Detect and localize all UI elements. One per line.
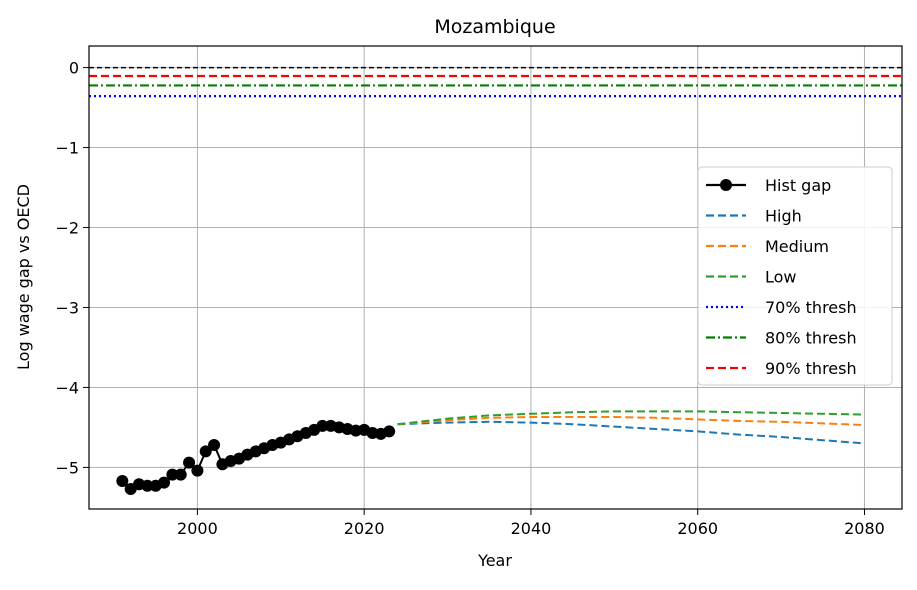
hist-gap-point	[199, 445, 212, 458]
y-tick-label: 0	[69, 59, 79, 78]
hist-gap-point	[208, 439, 221, 452]
low-line	[397, 410, 865, 426]
legend-label-medium: Medium	[765, 237, 829, 256]
x-tick-label: 2020	[344, 519, 385, 538]
legend-marker-hist-gap	[720, 179, 732, 191]
legend-box	[697, 166, 893, 386]
legend-label-hist-gap: Hist gap	[765, 176, 831, 195]
legend-label-high: High	[765, 207, 802, 226]
series-layer	[89, 74, 902, 496]
y-tick-label: −4	[55, 378, 79, 397]
x-tick-label: 2040	[511, 519, 552, 538]
hist-gap-point	[183, 456, 196, 469]
hist-gap-point	[141, 479, 154, 492]
hist-gap-point	[316, 419, 329, 432]
y-tick-label: −5	[55, 458, 79, 477]
x-axis-label: Year	[477, 551, 512, 570]
legend-label-80-thresh: 80% thresh	[765, 329, 857, 348]
hist-gap-point	[116, 475, 129, 488]
y-tick-label: −3	[55, 298, 79, 317]
x-tick-label: 2000	[177, 519, 218, 538]
medium-line	[397, 416, 865, 426]
grid	[89, 46, 902, 509]
high-line	[397, 420, 865, 445]
ticks: 2000 2020 2040 2060 2080 0 −1 −2 −3 −4 −5	[55, 59, 884, 538]
chart-title: Mozambique	[434, 16, 555, 38]
hist-gap-point	[174, 468, 187, 481]
legend: Hist gap High Medium Low 70% thresh 80% thres…	[697, 166, 893, 386]
x-tick-label: 2060	[677, 519, 718, 538]
legend-label-low: Low	[765, 268, 797, 287]
hist-gap-point	[158, 476, 171, 489]
y-tick-label: −1	[55, 139, 79, 158]
y-axis-label: Log wage gap vs OECD	[14, 184, 33, 370]
hist-gap-point	[166, 468, 179, 481]
y-tick-label: −2	[55, 219, 79, 238]
hist-gap-point	[383, 425, 396, 438]
legend-label-90-thresh: 90% thresh	[765, 359, 857, 378]
plot-frame	[88, 45, 903, 510]
x-tick-label: 2080	[844, 519, 885, 538]
legend-label-70-thresh: 70% thresh	[765, 298, 857, 317]
hist-gap-point	[191, 464, 204, 477]
